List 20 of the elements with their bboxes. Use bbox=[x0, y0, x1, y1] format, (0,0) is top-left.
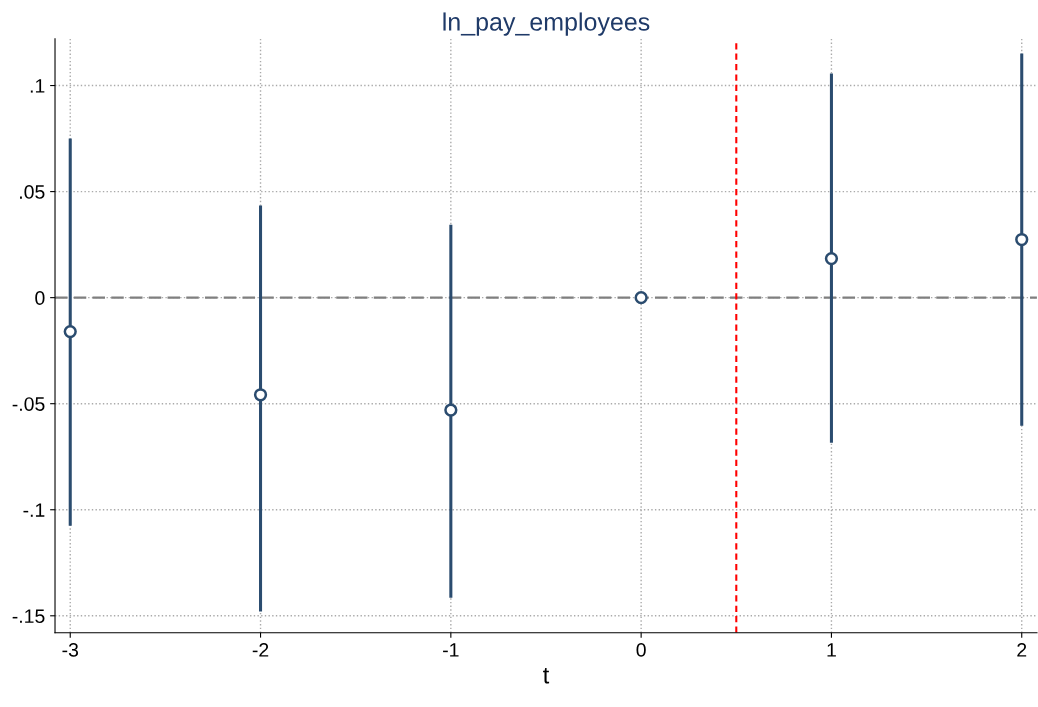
point bbox=[444, 403, 458, 417]
x-tick-label: 0 bbox=[636, 643, 646, 657]
x-tick-label: -2 bbox=[252, 643, 269, 657]
y-tick-label: -.15 bbox=[12, 609, 45, 624]
y-tick-label: -.1 bbox=[23, 503, 45, 517]
point bbox=[824, 251, 839, 266]
x-axis-title: t bbox=[543, 668, 550, 684]
x-tick-label: 2 bbox=[1017, 643, 1027, 657]
y-tick-label: 0 bbox=[35, 291, 45, 305]
y-tick-label: .1 bbox=[30, 79, 45, 93]
point bbox=[63, 324, 77, 339]
point bbox=[634, 291, 648, 305]
point bbox=[253, 388, 268, 402]
y-tick-label: -.05 bbox=[12, 397, 45, 411]
point bbox=[1015, 232, 1029, 247]
x-tick-label: 1 bbox=[827, 643, 836, 657]
x-tick-label: -1 bbox=[443, 643, 459, 657]
x-tick-label: -3 bbox=[62, 643, 79, 657]
chart-title: ln_pay_employees bbox=[443, 12, 650, 36]
y-tick-label: .05 bbox=[20, 185, 45, 199]
